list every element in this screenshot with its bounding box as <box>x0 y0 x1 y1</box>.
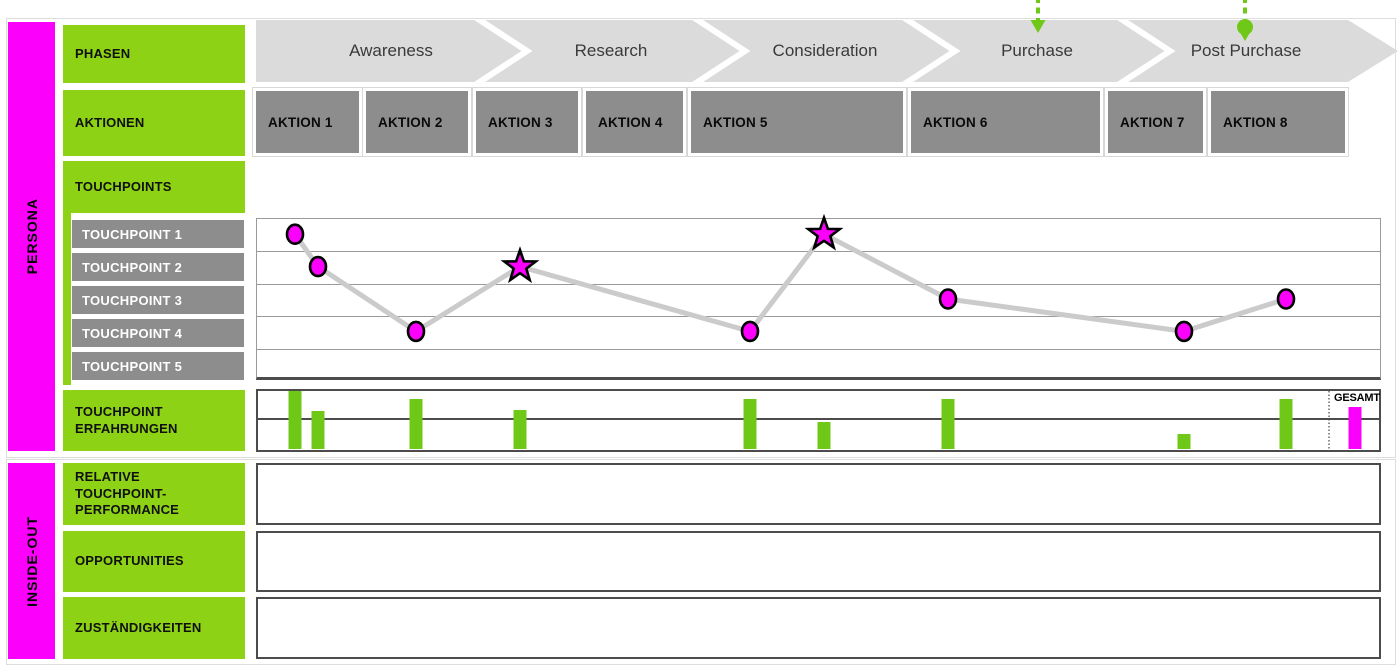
aktion-box-4: AKTION 4 <box>586 91 683 153</box>
touchpoint-label-1: TOUCHPOINT 1 <box>72 220 244 248</box>
touchpoint-row-line <box>257 283 1380 285</box>
experience-bar <box>1279 399 1293 449</box>
phase-divider-chevron <box>1117 20 1176 82</box>
touchpoint-row-line <box>257 348 1380 350</box>
row-label-touchpoints: TOUCHPOINTS <box>63 161 245 213</box>
inside-out-section-outline <box>6 459 1396 665</box>
experience-bar <box>409 399 423 449</box>
experience-bar-chart <box>258 391 1379 450</box>
arrow-head-icon <box>1030 20 1046 33</box>
arrow-pin-tip-icon <box>1238 29 1252 41</box>
experience-bar <box>941 399 955 449</box>
experience-bar <box>513 410 527 449</box>
gesamt-label: GESAMT <box>1334 392 1380 404</box>
green-annotation-arrows <box>1030 0 1253 41</box>
persona-sidebar: PERSONA <box>8 22 55 451</box>
aktion-box-7: AKTION 7 <box>1108 91 1203 153</box>
relative-performance-content-box <box>256 463 1381 525</box>
phase-divider-chevron <box>902 20 961 82</box>
touchpoints-green-strip <box>63 213 71 385</box>
phase-divider-chevron <box>474 20 533 82</box>
aktion-box-5: AKTION 5 <box>691 91 903 153</box>
experience-bar <box>817 422 831 449</box>
row-label-touchpoint-erfahrungen: TOUCHPOINT ERFAHRUNGEN <box>63 390 245 451</box>
experience-bar <box>743 399 757 449</box>
touchpoint-label-4: TOUCHPOINT 4 <box>72 319 244 347</box>
touchpoint-label-5: TOUCHPOINT 5 <box>72 352 244 380</box>
experience-bar <box>311 411 325 449</box>
aktion-box-3: AKTION 3 <box>476 91 578 153</box>
aktion-box-1: AKTION 1 <box>256 91 359 153</box>
touchpoint-row-line <box>257 251 1380 253</box>
touchpoint-grid <box>256 218 1381 380</box>
inside-out-sidebar: INSIDE-OUT <box>8 463 55 659</box>
aktion-box-2: AKTION 2 <box>366 91 468 153</box>
touchpoint-row-line <box>257 316 1380 318</box>
persona-label: PERSONA <box>23 198 40 275</box>
row-label-aktionen: AKTIONEN <box>63 90 245 156</box>
row-label-zustaendigkeiten: ZUSTÄNDIGKEITEN <box>63 597 245 659</box>
experience-bar <box>1177 434 1191 449</box>
zustaendigkeiten-content-box <box>256 597 1381 659</box>
touchpoint-label-3: TOUCHPOINT 3 <box>72 286 244 314</box>
gesamt-bar <box>1348 407 1362 449</box>
phase-divider-chevron <box>692 20 751 82</box>
touchpoint-label-2: TOUCHPOINT 2 <box>72 253 244 281</box>
row-label-relative-touchpoint-performance: RELATIVE TOUCHPOINT-PERFORMANCE <box>63 463 245 525</box>
opportunities-content-box <box>256 531 1381 592</box>
phase-band-shape <box>256 20 1398 82</box>
inside-out-label: INSIDE-OUT <box>23 515 40 607</box>
row-label-phasen: PHASEN <box>63 25 245 83</box>
phase-chevron-band <box>256 20 1398 82</box>
experience-bar-box <box>256 389 1381 452</box>
aktion-box-6: AKTION 6 <box>911 91 1100 153</box>
persona-section-outline <box>6 18 1396 458</box>
aktion-box-8: AKTION 8 <box>1211 91 1345 153</box>
experience-bar <box>288 391 302 449</box>
row-label-opportunities: OPPORTUNITIES <box>63 531 245 592</box>
